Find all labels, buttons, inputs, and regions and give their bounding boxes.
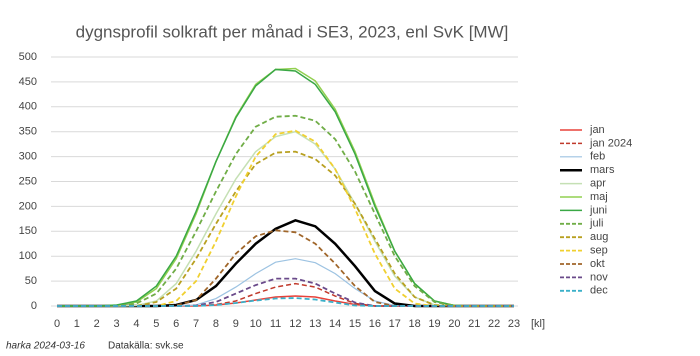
- x-tick-label: 4: [133, 318, 139, 330]
- y-tick-label: 150: [19, 225, 37, 237]
- legend-label: maj: [590, 191, 608, 203]
- x-tick-label: 6: [173, 318, 179, 330]
- series-line: [57, 277, 514, 307]
- legend-label: juli: [589, 218, 603, 230]
- y-tick-label: 0: [31, 300, 37, 312]
- series-line: [57, 68, 514, 307]
- x-tick-label: 12: [289, 318, 301, 330]
- x-tick-label: 19: [428, 318, 440, 330]
- x-tick-label: 16: [369, 318, 381, 330]
- x-tick-label: 17: [389, 318, 401, 330]
- x-tick-label: 22: [488, 318, 500, 330]
- footer-author: harka 2024-03-16: [6, 341, 85, 352]
- legend-label: feb: [590, 151, 605, 163]
- x-tick-label: 1: [74, 318, 80, 330]
- x-tick-label: 7: [193, 318, 199, 330]
- x-tick-label: 2: [94, 318, 100, 330]
- x-tick-label: 0: [54, 318, 60, 330]
- y-tick-label: 500: [19, 51, 37, 63]
- legend-label: mars: [590, 164, 615, 176]
- series-line: [57, 114, 514, 307]
- y-tick-label: 350: [19, 126, 37, 138]
- y-tick-label: 100: [19, 250, 37, 262]
- x-tick-label: 10: [250, 318, 262, 330]
- chart-title: dygnsprofil solkraft per månad i SE3, 20…: [76, 22, 509, 41]
- legend-label: apr: [590, 178, 606, 190]
- y-tick-label: 250: [19, 175, 37, 187]
- series-line: [57, 150, 514, 307]
- y-tick-label: 50: [25, 275, 37, 287]
- x-tick-label: 21: [468, 318, 480, 330]
- series-line: [57, 297, 514, 307]
- y-tick-label: 450: [19, 76, 37, 88]
- x-tick-label: 20: [448, 318, 460, 330]
- x-tick-label: 13: [309, 318, 321, 330]
- y-tick-label: 300: [19, 151, 37, 163]
- y-tick-label: 400: [19, 101, 37, 113]
- x-tick-label: 11: [270, 318, 281, 330]
- x-tick-label: 14: [329, 318, 341, 330]
- x-tick-label: 5: [153, 318, 159, 330]
- legend-label: sep: [590, 245, 608, 257]
- x-tick-label: 9: [233, 318, 239, 330]
- legend-label: nov: [590, 271, 608, 283]
- legend-label: okt: [590, 258, 605, 270]
- legend-label: jan 2024: [589, 137, 632, 149]
- series-line: [57, 219, 514, 308]
- x-tick-label: 18: [409, 318, 421, 330]
- x-axis-label: [kl]: [531, 318, 545, 330]
- series-line: [57, 229, 514, 307]
- x-tick-label: 8: [213, 318, 219, 330]
- y-tick-label: 200: [19, 200, 37, 212]
- legend-label: aug: [590, 231, 608, 243]
- legend-label: juni: [589, 204, 607, 216]
- x-tick-label: 15: [349, 318, 361, 330]
- legend-label: jan: [589, 124, 605, 136]
- legend-label: dec: [590, 285, 608, 297]
- series-line: [57, 67, 514, 307]
- footer-source: Datakälla: svk.se: [108, 341, 184, 352]
- series-line: [57, 130, 514, 307]
- x-tick-label: 3: [114, 318, 120, 330]
- x-tick-label: 23: [508, 318, 520, 330]
